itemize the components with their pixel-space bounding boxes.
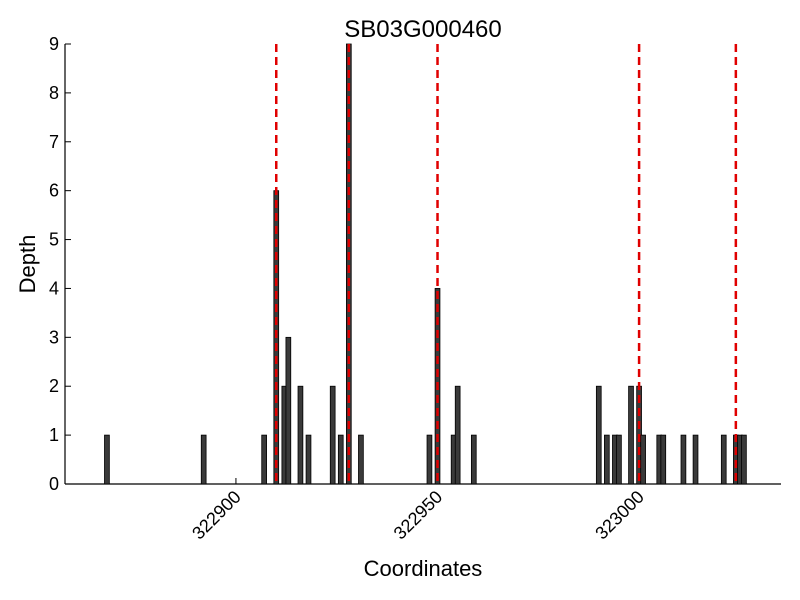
bar bbox=[616, 434, 622, 485]
bar bbox=[454, 385, 461, 485]
y-tick-label: 6 bbox=[49, 181, 59, 201]
bar bbox=[305, 434, 312, 485]
y-tick-label: 5 bbox=[49, 230, 59, 250]
bar bbox=[680, 434, 687, 485]
y-tick-label: 4 bbox=[49, 278, 59, 298]
bar bbox=[640, 434, 646, 485]
y-tick-label: 9 bbox=[49, 34, 59, 54]
y-tick-label: 7 bbox=[49, 132, 59, 152]
bar bbox=[104, 434, 110, 485]
bar bbox=[628, 385, 634, 485]
bar bbox=[200, 434, 207, 485]
y-tick-label: 0 bbox=[49, 474, 59, 494]
x-axis-label: Coordinates bbox=[364, 556, 483, 581]
y-tick-label: 8 bbox=[49, 83, 59, 103]
y-axis-label: Depth bbox=[15, 235, 40, 294]
chart-title: SB03G000460 bbox=[344, 16, 501, 43]
bar bbox=[329, 385, 336, 485]
x-tick-label: 323000 bbox=[591, 487, 648, 544]
bar bbox=[595, 385, 602, 485]
bar bbox=[604, 434, 610, 485]
bar bbox=[358, 434, 364, 485]
x-tick-label: 322900 bbox=[188, 487, 245, 544]
bar bbox=[741, 434, 747, 485]
bar bbox=[337, 434, 344, 485]
bar bbox=[297, 385, 304, 485]
y-tick-label: 3 bbox=[49, 327, 59, 347]
bar bbox=[261, 434, 267, 485]
bar bbox=[720, 434, 727, 485]
bar bbox=[660, 434, 667, 485]
x-tick-label: 322950 bbox=[390, 487, 447, 544]
bar bbox=[285, 336, 292, 485]
bar bbox=[426, 434, 433, 485]
bar bbox=[470, 434, 477, 485]
y-tick-label: 2 bbox=[49, 376, 59, 396]
y-tick-label: 1 bbox=[49, 425, 59, 445]
bar bbox=[692, 434, 699, 485]
